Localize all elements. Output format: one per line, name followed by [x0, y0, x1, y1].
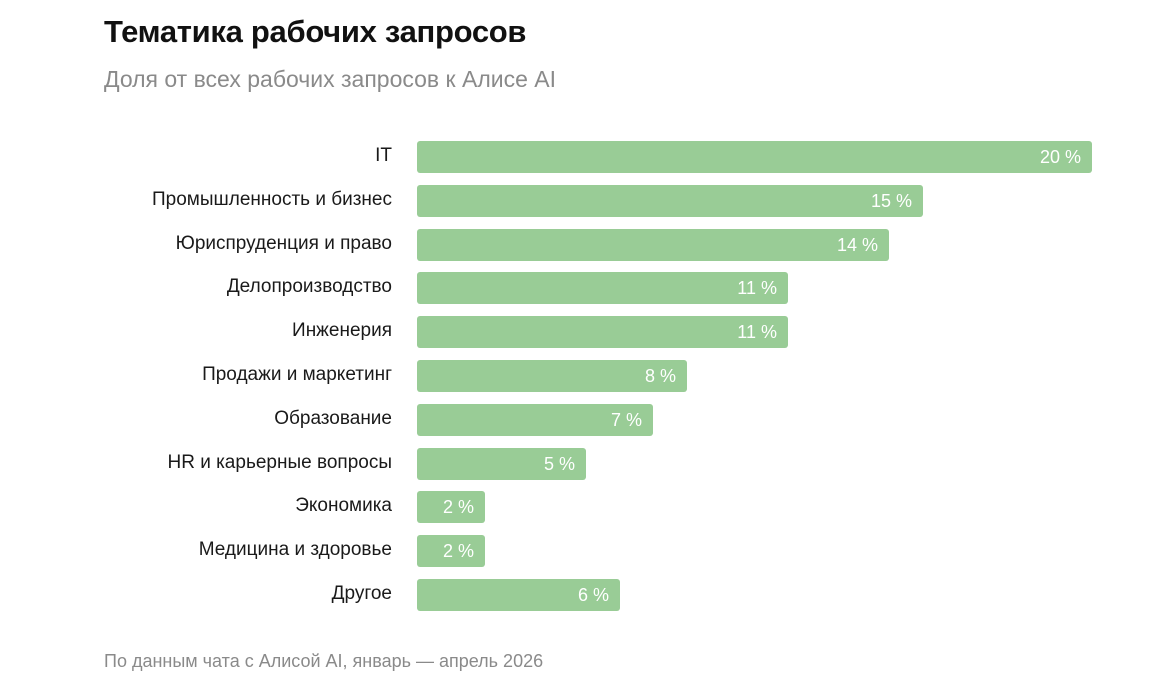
- bar-value-label: 14 %: [836, 235, 878, 255]
- bar: [417, 141, 1092, 173]
- category-label: Образование: [274, 408, 392, 429]
- bar: [417, 491, 485, 523]
- bar: [417, 448, 586, 480]
- bar-value-label: 2 %: [442, 541, 474, 561]
- bar-value-label: 15 %: [870, 191, 912, 211]
- bar: [417, 272, 788, 304]
- bar-value-label: 11 %: [737, 278, 777, 298]
- bar-value-label: 5 %: [543, 454, 575, 474]
- category-label: Юриспруденция и право: [175, 233, 392, 254]
- bar: [417, 360, 687, 392]
- category-label: Другое: [331, 583, 392, 604]
- bar-value-label: 6 %: [577, 585, 609, 605]
- category-label: Медицина и здоровье: [198, 539, 392, 560]
- bar-value-label: 11 %: [737, 322, 777, 342]
- chart-subtitle: Доля от всех рабочих запросов к Алисе AI: [104, 66, 557, 92]
- bar: [417, 185, 923, 217]
- bar-value-label: 8 %: [644, 366, 676, 386]
- source-note: По данным чата с Алисой AI, январь — апр…: [104, 651, 544, 671]
- category-label: IT: [375, 145, 392, 166]
- category-label: Делопроизводство: [226, 276, 392, 297]
- bar: [417, 535, 485, 567]
- bar: [417, 404, 653, 436]
- category-label: Продажи и маркетинг: [202, 364, 392, 385]
- bar: [417, 229, 889, 261]
- bar-value-label: 2 %: [442, 497, 474, 517]
- chart-title: Тематика рабочих запросов: [104, 14, 527, 49]
- bar-value-label: 20 %: [1039, 147, 1081, 167]
- bar: [417, 316, 788, 348]
- category-label: Инженерия: [292, 320, 392, 341]
- category-label: Экономика: [295, 495, 392, 516]
- bar: [417, 579, 620, 611]
- bar-value-label: 7 %: [610, 410, 642, 430]
- category-label: Промышленность и бизнес: [152, 189, 392, 210]
- category-label: HR и карьерные вопросы: [167, 452, 392, 473]
